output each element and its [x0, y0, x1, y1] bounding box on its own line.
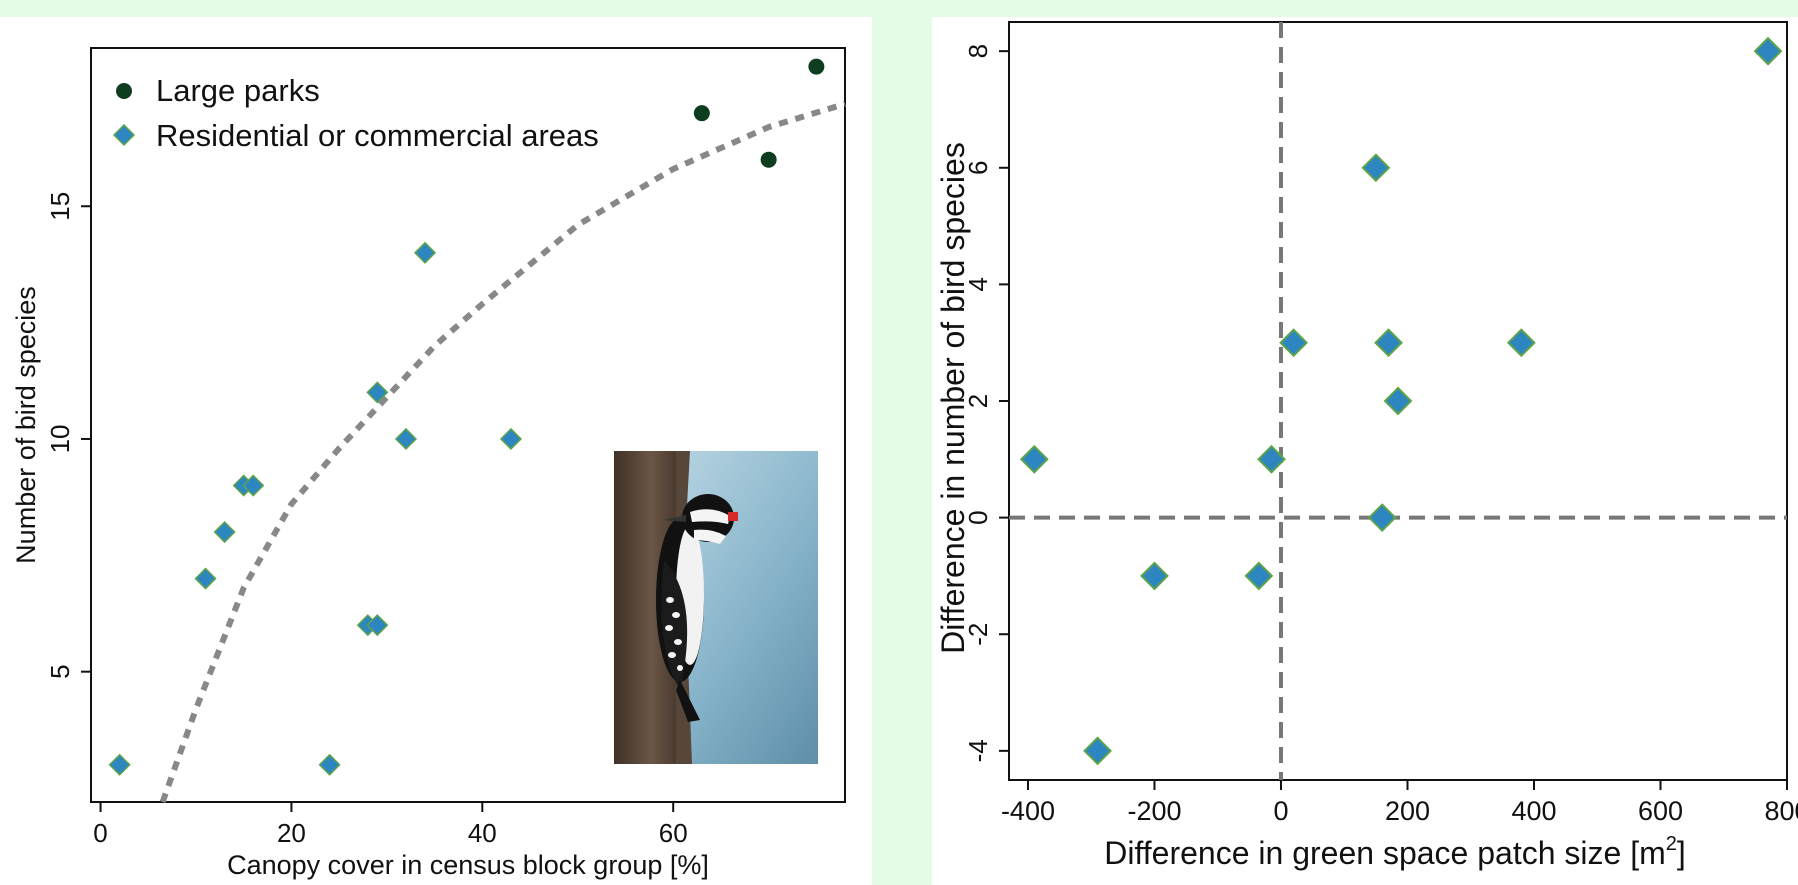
y-tick-label: 10	[45, 425, 75, 454]
trend-curve	[159, 101, 846, 804]
right-x-axis-label: Difference in green space patch size [m2…	[1104, 833, 1686, 871]
y-tick-label: 8	[963, 44, 993, 58]
data-point	[1374, 328, 1403, 358]
x-tick-label: -200	[1127, 796, 1181, 826]
x-tick-label: 800	[1764, 796, 1798, 826]
y-tick-label: 4	[963, 277, 993, 291]
right-y-axis-label: Difference in number of bird species	[935, 142, 971, 654]
right-chart: -400 -200 0 200 400 600 800 -4 -2 0 2 4 6 8 Differen…	[935, 21, 1798, 871]
left-chart: 0 20 40 60 5 10 15	[11, 47, 846, 880]
x-tick-label: 60	[659, 818, 688, 848]
data-point	[1361, 153, 1391, 183]
data-point	[1244, 561, 1274, 591]
data-point-residential	[499, 427, 523, 451]
data-point-residential	[394, 427, 418, 451]
right-chart-panel	[932, 17, 1798, 885]
legend-label-large-parks: Large parks	[156, 73, 320, 108]
x-tick-label: 0	[1273, 796, 1288, 826]
data-point-residential	[213, 520, 236, 544]
x-tick-label: -400	[1001, 796, 1055, 826]
left-legend: Large parks Residential or commercial ar…	[112, 73, 599, 153]
x-tick-label: 0	[93, 818, 107, 848]
data-point	[1279, 328, 1309, 358]
data-point-residential	[413, 241, 437, 264]
data-point	[1140, 561, 1169, 591]
downy-woodpecker-photo	[614, 451, 818, 764]
x-tick-label: 400	[1511, 796, 1556, 826]
data-point	[1506, 328, 1536, 358]
data-point-residential	[366, 614, 389, 637]
data-point-residential	[318, 753, 341, 776]
y-tick-label: 6	[963, 161, 993, 175]
data-point-large-park	[693, 105, 710, 122]
data-point-residential	[242, 474, 265, 497]
x-tick-label: 600	[1638, 796, 1683, 826]
y-tick-label: -2	[963, 623, 993, 646]
data-point	[1083, 736, 1112, 766]
data-point-large-park	[808, 58, 825, 75]
legend-marker-residential	[112, 123, 136, 147]
x-tick-label: 40	[468, 818, 497, 848]
y-tick-label: 15	[45, 192, 75, 221]
data-point-residential	[194, 567, 217, 590]
data-point	[1019, 444, 1049, 474]
y-tick-label: 5	[45, 664, 75, 678]
y-tick-label: -4	[963, 739, 993, 762]
data-point	[1383, 386, 1413, 416]
x-tick-label: 20	[277, 818, 306, 848]
y-tick-label: 0	[963, 510, 993, 524]
legend-marker-large-parks	[116, 83, 132, 99]
left-y-axis-label: Number of bird species	[11, 286, 41, 564]
data-point-residential	[366, 381, 389, 404]
data-point-large-park	[760, 151, 777, 168]
left-x-axis-label: Canopy cover in census block group [%]	[227, 850, 709, 880]
legend-label-residential: Residential or commercial areas	[156, 118, 599, 153]
left-plot-frame	[90, 47, 846, 803]
data-point	[1753, 36, 1783, 66]
data-point	[1257, 444, 1286, 474]
data-point-residential	[108, 753, 131, 776]
y-tick-label: 2	[963, 394, 993, 408]
x-tick-label: 200	[1385, 796, 1430, 826]
data-point	[1367, 503, 1397, 533]
